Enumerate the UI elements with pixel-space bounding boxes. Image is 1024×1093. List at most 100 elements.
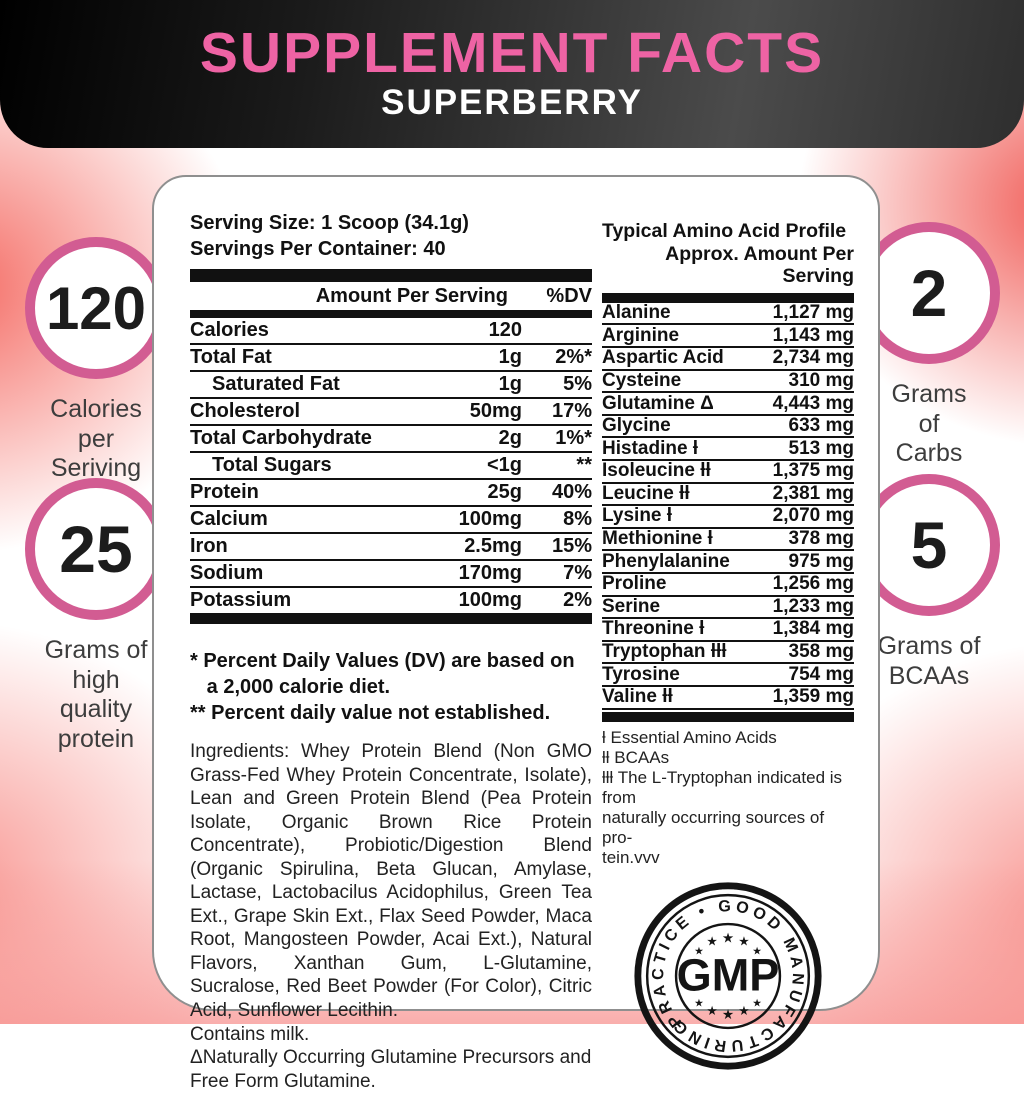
nutrition-cell: 120 (488, 319, 522, 341)
nutrition-cell: Cholesterol (190, 400, 301, 422)
glutamine-note: ΔNaturally Occurring Glutamine Precursor… (190, 1047, 592, 1092)
amino-row: Cysteine 310 mg (602, 369, 854, 394)
amino-footnote-essential: ƚ Essential Amino Acids (602, 727, 777, 747)
amino-cell: 2,070 mg (772, 505, 854, 527)
amino-cell: Threonine ƚ (602, 618, 705, 640)
amino-cell: Glycine (602, 415, 671, 437)
amino-cell: 1,127 mg (772, 302, 854, 324)
nutrition-cell: ** (576, 454, 592, 476)
nutrition-cell: Potassium (190, 589, 292, 611)
svg-text:★: ★ (694, 944, 704, 957)
amino-cell: Arginine (602, 324, 680, 346)
amino-row: Aspartic Acid 2,734 mg (602, 347, 854, 371)
dv-footnote-2: ** Percent daily value not established. (190, 702, 551, 724)
nutrition-cell: 1g (498, 373, 522, 395)
nutrition-cell: 7% (563, 562, 592, 584)
nutrition-row: Iron 2.5mg 15% (190, 534, 592, 561)
nutrition-row: Cholesterol 50mg 17% (190, 399, 592, 426)
nutrition-cell: 1g (498, 346, 522, 368)
nutrition-cell: 5% (563, 373, 592, 395)
amino-cell: 1,375 mg (772, 460, 854, 482)
nutrition-cell: Iron (190, 535, 228, 557)
bcaas-value: 5 (910, 508, 948, 582)
amino-cell: Cysteine (602, 369, 682, 391)
nutrition-cell: 2%* (555, 346, 592, 368)
svg-text:★: ★ (752, 996, 762, 1009)
divider-bar (602, 292, 854, 303)
amino-footnote-tryptophan: ƚƚƚ The L-Tryptophan indicated is from n… (602, 767, 843, 867)
amino-cell: 975 mg (788, 550, 854, 572)
amino-cell: 1,143 mg (772, 324, 854, 346)
amino-row: Proline 1,256 mg (602, 573, 854, 597)
calories-circle: 120 (25, 237, 167, 379)
amino-cell: Serine (602, 595, 661, 617)
nutrition-row: Calories 120 (190, 318, 592, 345)
nutrition-cell: 2.5mg (464, 535, 522, 557)
nutrition-row: Sodium 170mg 7% (190, 561, 592, 588)
nutrition-row: Total Fat 1g 2%* (190, 345, 592, 372)
amino-cell: 378 mg (788, 528, 854, 550)
amino-profile-title: Typical Amino Acid Profile (602, 220, 847, 242)
nutrition-cell: 40% (551, 481, 592, 503)
gmp-stars: ★ ★ ★ ★ ★ ★ ★ ★ ★ ★ (694, 931, 762, 1023)
amino-row: Glycine 633 mg (602, 415, 854, 439)
amino-cell: 754 mg (788, 663, 854, 685)
amino-cell: 2,381 mg (772, 482, 854, 504)
nutrition-cell: Sodium (190, 562, 264, 584)
nutrition-row: Protein 25g 40% (190, 480, 592, 507)
divider-bar (190, 310, 592, 318)
amino-cell: Tryptophan ƚƚƚ (602, 641, 727, 663)
badge-protein: 25 Grams of high quality protein (25, 478, 167, 754)
svg-text:★: ★ (694, 996, 704, 1009)
nutrition-cell: Saturated Fat (212, 373, 340, 395)
nutrition-row: Calcium 100mg 8% (190, 507, 592, 534)
amino-row: Histadine ƚ 513 mg (602, 438, 854, 461)
svg-text:★: ★ (722, 1007, 734, 1023)
nutrition-cell: 170mg (458, 562, 522, 584)
amino-cell: Histadine ƚ (602, 437, 699, 459)
protein-value: 25 (59, 512, 133, 586)
nutrition-cell: 25g (487, 481, 522, 503)
nutrition-row: Potassium 100mg 2% (190, 588, 592, 615)
amino-cell: 358 mg (788, 641, 854, 663)
nutrition-cell: Calcium (190, 508, 268, 530)
amino-row: Valine ƚƚ 1,359 mg (602, 686, 854, 710)
amino-row: Tyrosine 754 mg (602, 664, 854, 687)
nutrition-cell: Protein (190, 481, 259, 503)
amino-cell: 1,384 mg (772, 618, 854, 640)
nutrition-cell: 2g (498, 427, 522, 449)
nutrition-cell: 50mg (469, 400, 522, 422)
nutrition-column: Serving Size: 1 Scoop (34.1g) Servings P… (190, 210, 592, 1093)
serving-size: Serving Size: 1 Scoop (34.1g) (190, 212, 469, 234)
svg-text:★: ★ (722, 931, 734, 947)
divider-bar (190, 269, 592, 282)
amino-row: Phenylalanine 975 mg (602, 551, 854, 574)
amino-cell: Phenylalanine (602, 550, 730, 572)
amino-row: Lysine ƚ 2,070 mg (602, 505, 854, 529)
nutrition-rows: Calories 120 Total Fat 1g 2%* Saturated Fat 1g… (190, 318, 592, 615)
contains-milk-note: Contains milk. (190, 1023, 310, 1045)
nutrition-cell: 17% (551, 400, 592, 422)
svg-text:★: ★ (752, 944, 762, 957)
amino-cell: Proline (602, 573, 667, 595)
calories-value: 120 (45, 274, 147, 342)
svg-text:★: ★ (738, 1004, 749, 1019)
ingredients-text: Ingredients: Whey Protein Blend (Non GMO… (190, 741, 592, 1022)
amino-rows: Alanine 1,127 mg Arginine 1,143 mg Aspartic … (602, 302, 854, 710)
amino-cell: 1,256 mg (772, 573, 854, 595)
amino-row: Isoleucine ƚƚ 1,375 mg (602, 460, 854, 484)
nutrition-cell: 100mg (458, 508, 522, 530)
nutrition-cell: Total Carbohydrate (190, 427, 372, 449)
protein-circle: 25 (25, 478, 167, 620)
calories-label: Calories per Seriving (50, 395, 142, 482)
nutrition-cell: 1%* (555, 427, 592, 449)
nutrition-row: Total Carbohydrate 2g 1%* (190, 426, 592, 453)
amino-cell: 1,359 mg (772, 686, 854, 708)
nutrition-cell: <1g (486, 454, 522, 476)
svg-text:★: ★ (706, 934, 717, 949)
svg-text:★: ★ (738, 934, 749, 949)
amino-footnote-bcaas: ƚƚ BCAAs (602, 747, 670, 767)
nutrition-cell: 15% (551, 535, 592, 557)
amino-cell: Alanine (602, 302, 671, 324)
nutrition-cell: Total Fat (190, 346, 272, 368)
